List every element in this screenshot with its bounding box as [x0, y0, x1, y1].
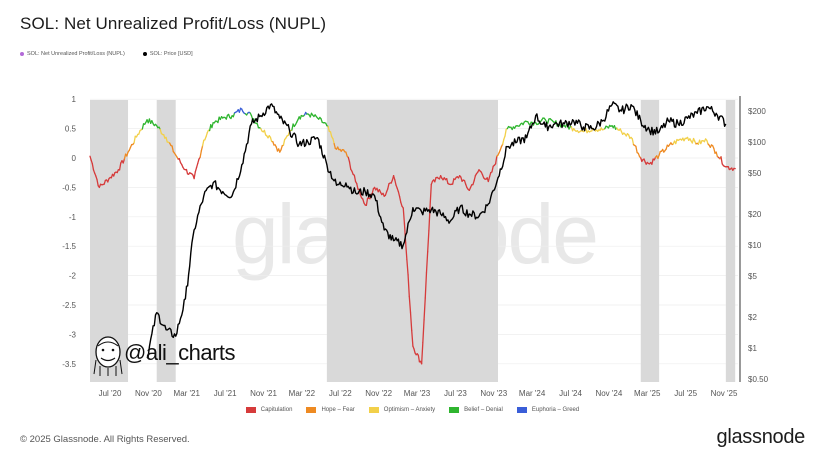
avatar-icon — [93, 336, 123, 376]
legend-label-nupl: SOL: Net Unrealized Profit/Loss (NUPL) — [27, 51, 125, 57]
y-axis-right: $200 $100 $50 $20 $10 $5 $2 $1 $0.50 — [748, 107, 769, 384]
y-right-tick: $20 — [748, 210, 762, 219]
x-tick: Mar '25 — [634, 389, 661, 398]
y-right-tick: $2 — [748, 313, 757, 322]
zone-label: Euphoria – Greed — [531, 407, 580, 413]
y-right-tick: $200 — [748, 107, 766, 116]
x-tick: Nov '23 — [480, 389, 507, 398]
zone-legend-optimism-anxiety[interactable]: Optimism – Anxiety — [368, 407, 436, 413]
y-left-tick: -1 — [69, 213, 77, 222]
shaded-band — [640, 100, 660, 382]
legend-dot-price — [142, 52, 147, 56]
shaded-band — [725, 100, 736, 382]
chart-title: SOL: Net Unrealized Profit/Loss (NUPL) — [20, 14, 327, 33]
x-tick: Jul '21 — [214, 389, 237, 398]
y-axis-left: 1 0.5 0 -0.5 -1 -1.5 -2 -2.5 -3 -3.5 — [62, 95, 76, 369]
series-legend: SOL: Net Unrealized Profit/Loss (NUPL) S… — [20, 51, 193, 57]
swatch-optimism-anxiety — [368, 407, 379, 413]
x-tick: Nov '21 — [250, 389, 277, 398]
y-left-tick: -2.5 — [62, 301, 76, 310]
x-tick: Nov '24 — [595, 389, 622, 398]
zone-label: Hope – Fear — [321, 407, 355, 413]
x-tick: Mar '22 — [289, 389, 316, 398]
x-tick: Nov '20 — [135, 389, 162, 398]
x-tick: Jul '23 — [444, 389, 467, 398]
y-right-tick: $100 — [748, 138, 766, 147]
swatch-euphoria-greed — [516, 407, 527, 413]
zone-legend-belief-denial[interactable]: Belief – Denial — [449, 407, 503, 413]
y-left-tick: -1.5 — [62, 242, 76, 251]
swatch-hope-fear — [306, 407, 317, 413]
y-right-tick: $1 — [748, 344, 757, 353]
x-tick: Jul '25 — [674, 389, 697, 398]
x-tick: Mar '23 — [404, 389, 431, 398]
zone-legend-euphoria-greed[interactable]: Euphoria – Greed — [516, 407, 580, 413]
zone-legend: Capitulation Hope – Fear Optimism – Anxi… — [0, 407, 825, 413]
x-tick: Mar '21 — [174, 389, 201, 398]
price-line — [146, 101, 727, 359]
legend-label-price: SOL: Price [USD] — [149, 51, 193, 57]
zone-label: Capitulation — [260, 407, 293, 413]
copyright-text: © 2025 Glassnode. All Rights Reserved. — [20, 434, 190, 445]
x-tick: Jul '20 — [99, 389, 122, 398]
y-left-tick: 0 — [72, 154, 77, 163]
author-tag: @ali_charts — [124, 340, 236, 365]
legend-item-nupl[interactable]: SOL: Net Unrealized Profit/Loss (NUPL) — [20, 51, 125, 57]
zone-legend-hope-fear[interactable]: Hope – Fear — [306, 407, 355, 413]
y-left-tick: -2 — [69, 272, 77, 281]
shaded-band — [156, 100, 176, 382]
shaded-periods — [90, 100, 736, 382]
zone-legend-capitulation[interactable]: Capitulation — [245, 407, 293, 413]
y-right-tick: $0.50 — [748, 375, 769, 384]
y-right-tick: $5 — [748, 272, 757, 281]
y-right-tick: $10 — [748, 241, 762, 250]
zone-label: Belief – Denial — [464, 407, 503, 413]
swatch-belief-denial — [449, 407, 460, 413]
legend-item-price[interactable]: SOL: Price [USD] — [142, 51, 193, 57]
x-tick: Jul '22 — [329, 389, 352, 398]
swatch-capitulation — [245, 407, 256, 413]
legend-dot-nupl — [20, 52, 24, 56]
y-left-tick: -3.5 — [62, 360, 76, 369]
x-tick: Jul '24 — [559, 389, 582, 398]
x-axis: Jul '20 Nov '20 Mar '21 Jul '21 Nov '21 Mar '… — [99, 389, 738, 398]
glassnode-logo: glassnode — [716, 426, 806, 448]
y-right-tick: $50 — [748, 169, 762, 178]
y-left-tick: -3 — [69, 330, 77, 339]
nupl-line — [89, 107, 736, 365]
x-tick: Nov '25 — [711, 389, 738, 398]
x-tick: Mar '24 — [519, 389, 546, 398]
y-left-tick: -0.5 — [62, 183, 76, 192]
y-left-tick: 0.5 — [65, 125, 77, 134]
shaded-band — [90, 100, 129, 382]
y-left-tick: 1 — [72, 95, 77, 104]
x-tick: Nov '22 — [365, 389, 392, 398]
zone-label: Optimism – Anxiety — [383, 407, 436, 413]
